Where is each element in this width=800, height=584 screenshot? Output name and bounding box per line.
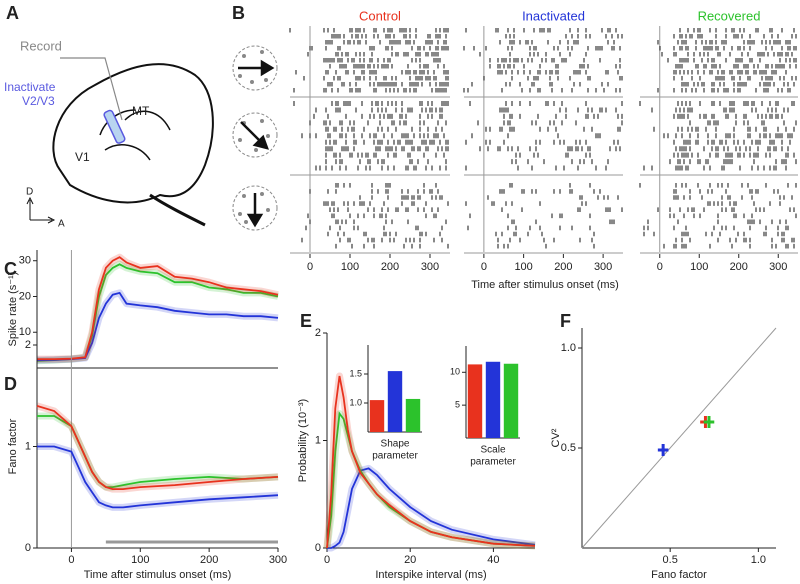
diagram-label: V2/V3	[22, 94, 55, 108]
x-axis-label: Shape	[381, 439, 410, 450]
panel-label: B	[232, 3, 245, 23]
identity-line	[581, 327, 777, 549]
bar	[485, 361, 501, 438]
panel-label: E	[300, 311, 312, 331]
series-line	[37, 256, 279, 360]
y-tick-label: 30	[19, 255, 31, 267]
panel-label: F	[560, 311, 571, 331]
diagram-label: D	[26, 187, 33, 198]
column-title: Control	[359, 8, 401, 23]
y-tick-label: 0.5	[561, 442, 576, 454]
bar	[387, 371, 403, 432]
x-tick-label: 100	[514, 261, 532, 273]
x-tick-label: 0	[657, 261, 663, 273]
raster	[639, 183, 797, 249]
x-tick-label: 20	[404, 554, 416, 566]
y-axis-label: Fano factor	[7, 418, 19, 474]
y-axis-label: CV²	[550, 428, 562, 447]
series-line	[36, 291, 279, 361]
bar	[467, 364, 483, 438]
bar	[369, 400, 385, 432]
diagram-label: A	[58, 219, 65, 230]
x-tick-label: 300	[269, 554, 287, 566]
series-line	[36, 405, 279, 490]
x-tick-label: 40	[487, 554, 499, 566]
panel-label: D	[4, 374, 17, 394]
x-axis-label: Interspike interval (ms)	[375, 569, 486, 581]
y-tick-label: 1.0	[349, 397, 362, 407]
diagram-label: Inactivate	[4, 80, 56, 94]
x-tick-label: 0	[68, 554, 74, 566]
x-axis-label: Time after stimulus onset (ms)	[84, 569, 232, 581]
diagram-label: MT	[132, 104, 150, 118]
panel-label: A	[6, 3, 19, 23]
raster	[463, 28, 623, 93]
x-tick-label: 0.5	[663, 554, 678, 566]
y-tick-label: 1.0	[561, 342, 576, 354]
y-tick-label: 10	[19, 326, 31, 338]
series-line	[37, 445, 279, 509]
error-band	[36, 402, 279, 493]
y-tick-label: 5	[455, 400, 460, 410]
bar	[503, 363, 519, 438]
y-axis-label: Probability (10⁻³)	[297, 399, 309, 482]
x-tick-label: 300	[594, 261, 612, 273]
y-tick-label: 1	[25, 440, 31, 452]
x-tick-label: 100	[690, 261, 708, 273]
x-tick-label: 300	[421, 261, 439, 273]
x-tick-label: 100	[131, 554, 149, 566]
y-tick-label: 2	[315, 327, 321, 339]
y-tick-label: 20	[19, 290, 31, 302]
diagram-label: Record	[20, 38, 62, 53]
series-line	[327, 467, 536, 549]
x-tick-label: 200	[730, 261, 748, 273]
x-axis-label: Fano factor	[651, 569, 707, 581]
error-band	[36, 289, 279, 364]
x-tick-label: 200	[381, 261, 399, 273]
y-tick-label: 10	[450, 367, 460, 377]
raster	[289, 28, 449, 93]
x-tick-label: 300	[769, 261, 787, 273]
raster	[301, 183, 449, 249]
x-axis-label: Time after stimulus onset (ms)	[471, 279, 619, 291]
series-line	[326, 375, 536, 549]
column-title: Recovered	[698, 8, 761, 23]
stimulus-icons	[232, 45, 278, 231]
x-tick-label: 0	[481, 261, 487, 273]
x-axis-label: Scale	[480, 445, 505, 456]
raster	[639, 101, 797, 171]
brain-diagram	[26, 57, 214, 227]
y-tick-label: 1.5	[349, 368, 362, 378]
bar	[405, 398, 421, 432]
y-tick-label: 2	[25, 339, 31, 351]
diagram-label: V1	[75, 150, 90, 164]
x-tick-label: 200	[554, 261, 572, 273]
x-tick-label: 0	[324, 554, 330, 566]
raster	[465, 101, 623, 171]
y-tick-label: 0	[25, 542, 31, 554]
y-axis-label: Spike rate (s⁻¹)	[7, 272, 19, 347]
raster	[657, 28, 797, 93]
x-axis-label: parameter	[470, 457, 516, 468]
y-tick-label: 0	[315, 542, 321, 554]
raster	[293, 101, 449, 171]
x-axis-label: parameter	[372, 451, 418, 462]
error-band	[327, 464, 536, 552]
y-tick-label: 1	[315, 434, 321, 446]
x-tick-label: 1.0	[751, 554, 766, 566]
x-tick-label: 0	[307, 261, 313, 273]
x-tick-label: 100	[341, 261, 359, 273]
raster	[465, 183, 623, 249]
column-title: Inactivated	[522, 8, 585, 23]
x-tick-label: 200	[200, 554, 218, 566]
panel-label: C	[4, 259, 17, 279]
